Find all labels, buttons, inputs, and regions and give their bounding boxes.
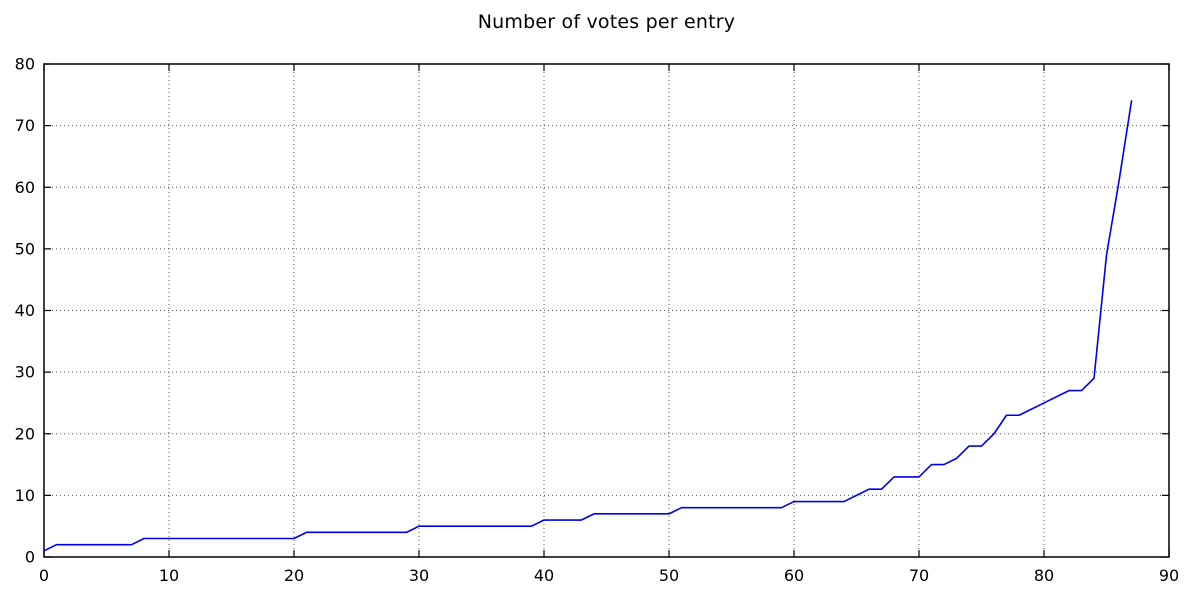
data-line — [43, 100, 1133, 552]
x-tick-label: 80 — [1034, 566, 1054, 585]
x-tick-label: 90 — [1159, 566, 1179, 585]
chart-title: Number of votes per entry — [477, 11, 736, 33]
x-tick-label: 60 — [784, 566, 804, 585]
y-tick-label: 10 — [15, 486, 35, 505]
x-tick-label: 50 — [659, 566, 679, 585]
x-tick-label: 40 — [534, 566, 554, 585]
x-tick-label: 70 — [909, 566, 929, 585]
x-tick-label: 20 — [284, 566, 304, 585]
x-tick-label: 10 — [159, 566, 179, 585]
y-tick-label: 70 — [15, 116, 35, 135]
y-tick-label: 0 — [25, 548, 35, 567]
y-tick-label: 50 — [15, 239, 35, 258]
x-tick-label: 0 — [39, 566, 49, 585]
x-tick-label: 30 — [409, 566, 429, 585]
y-tick-label: 60 — [15, 178, 35, 197]
y-tick-label: 80 — [15, 55, 35, 74]
y-tick-label: 40 — [15, 301, 35, 320]
y-tick-label: 30 — [15, 363, 35, 382]
y-tick-label: 20 — [15, 424, 35, 443]
